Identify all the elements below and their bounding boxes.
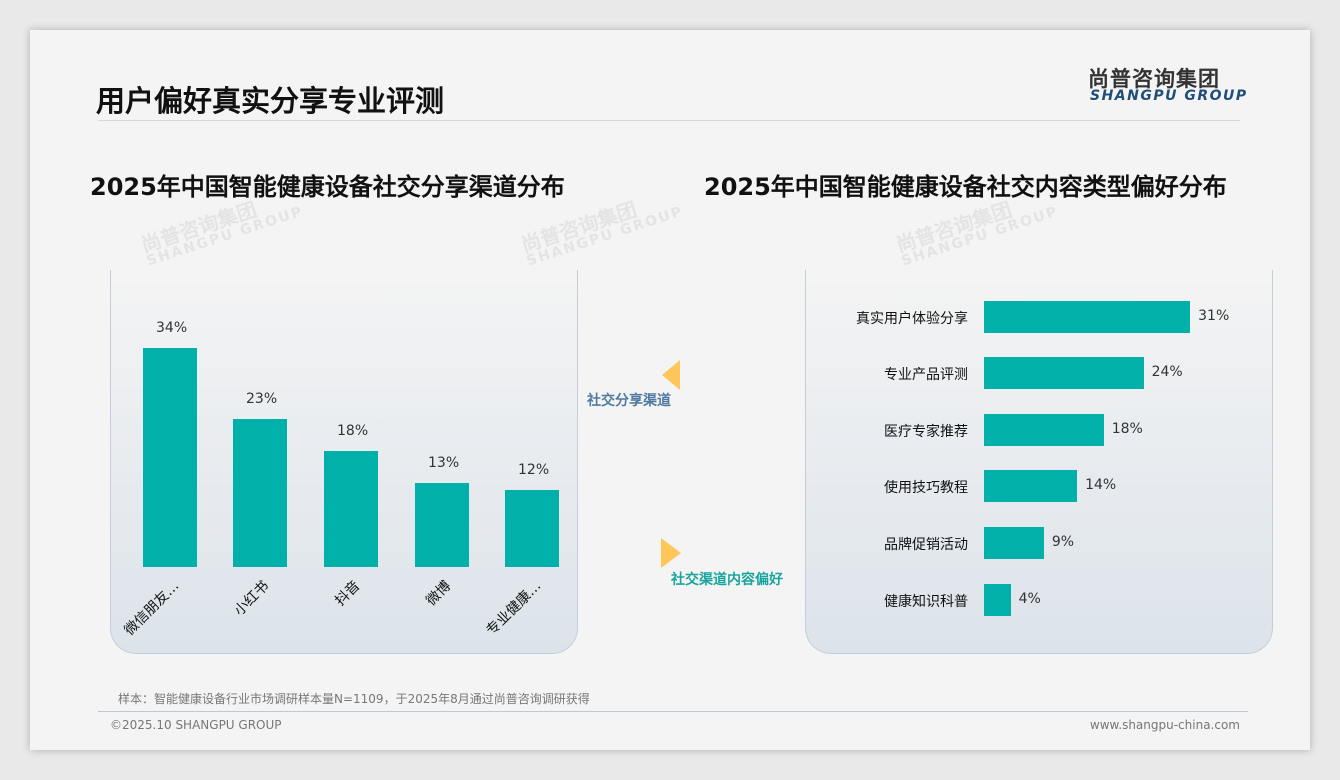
right-chart-panel: 31% 真实用户体验分享 24% 专业产品评测 18% 医疗专家推荐 14% 使用技巧教程 9%… [805,270,1273,654]
divider [98,120,1240,121]
value-label: 18% [337,423,369,440]
bar [415,483,469,567]
value-label: 31% [1198,308,1230,324]
category-label: 医疗专家推荐 [884,424,968,440]
bar [984,470,1078,502]
arrow-left-icon [662,360,680,390]
category-label: 抖音 [332,578,364,610]
category-label: 微博 [423,578,455,610]
category-label: 专业健康… [483,578,545,639]
left-chart-title: 2025年中国智能健康设备社交分享渠道分布 [90,173,565,201]
category-label: 真实用户体验分享 [856,311,968,327]
value-label: 18% [1111,421,1143,437]
bar [984,584,1011,616]
category-label: 微信朋友… [121,578,183,639]
category-label: 品牌促销活动 [884,537,968,553]
value-label: 23% [246,390,278,407]
left-chart-panel: 34% 微信朋友… 23% 小红书 18% 抖音 13% 微博 12% 专业健康… [110,270,578,654]
category-label: 专业产品评测 [884,367,968,383]
bar [984,357,1144,389]
value-label: 9% [1051,534,1075,550]
arrow-right-icon [661,538,681,568]
category-label: 小红书 [231,578,273,620]
value-label: 24% [1151,364,1183,380]
bar [984,301,1191,333]
bar [233,418,287,567]
bar [143,348,197,567]
category-label: 健康知识科普 [884,594,968,610]
slide: 用户偏好真实分享专业评测 尚普咨询集团 SHANGPU GROUP 尚普咨询集团… [30,30,1310,750]
bar [505,489,559,567]
right-chart-title: 2025年中国智能健康设备社交内容类型偏好分布 [704,173,1227,201]
value-label: 13% [428,455,460,472]
connector-label-top: 社交分享渠道 [587,393,671,409]
footer-divider [98,711,1248,712]
value-label: 34% [156,320,188,337]
sample-note: 样本：智能健康设备行业市场调研样本量N=1109，于2025年8月通过尚普咨询调… [118,692,590,706]
bar [984,414,1104,446]
page-title: 用户偏好真实分享专业评测 [96,84,445,118]
logo-cn: 尚普咨询集团 [1088,67,1220,91]
logo-en: SHANGPU GROUP [1090,88,1248,104]
bar [324,451,378,567]
category-label: 使用技巧教程 [884,480,968,496]
bar [984,527,1044,559]
connector-label-bottom: 社交渠道内容偏好 [671,572,783,588]
value-label: 14% [1085,477,1117,493]
value-label: 12% [518,461,550,478]
website-url: www.shangpu-china.com [1089,718,1240,732]
copyright: ©2025.10 SHANGPU GROUP [110,718,282,732]
value-label: 4% [1018,591,1041,607]
